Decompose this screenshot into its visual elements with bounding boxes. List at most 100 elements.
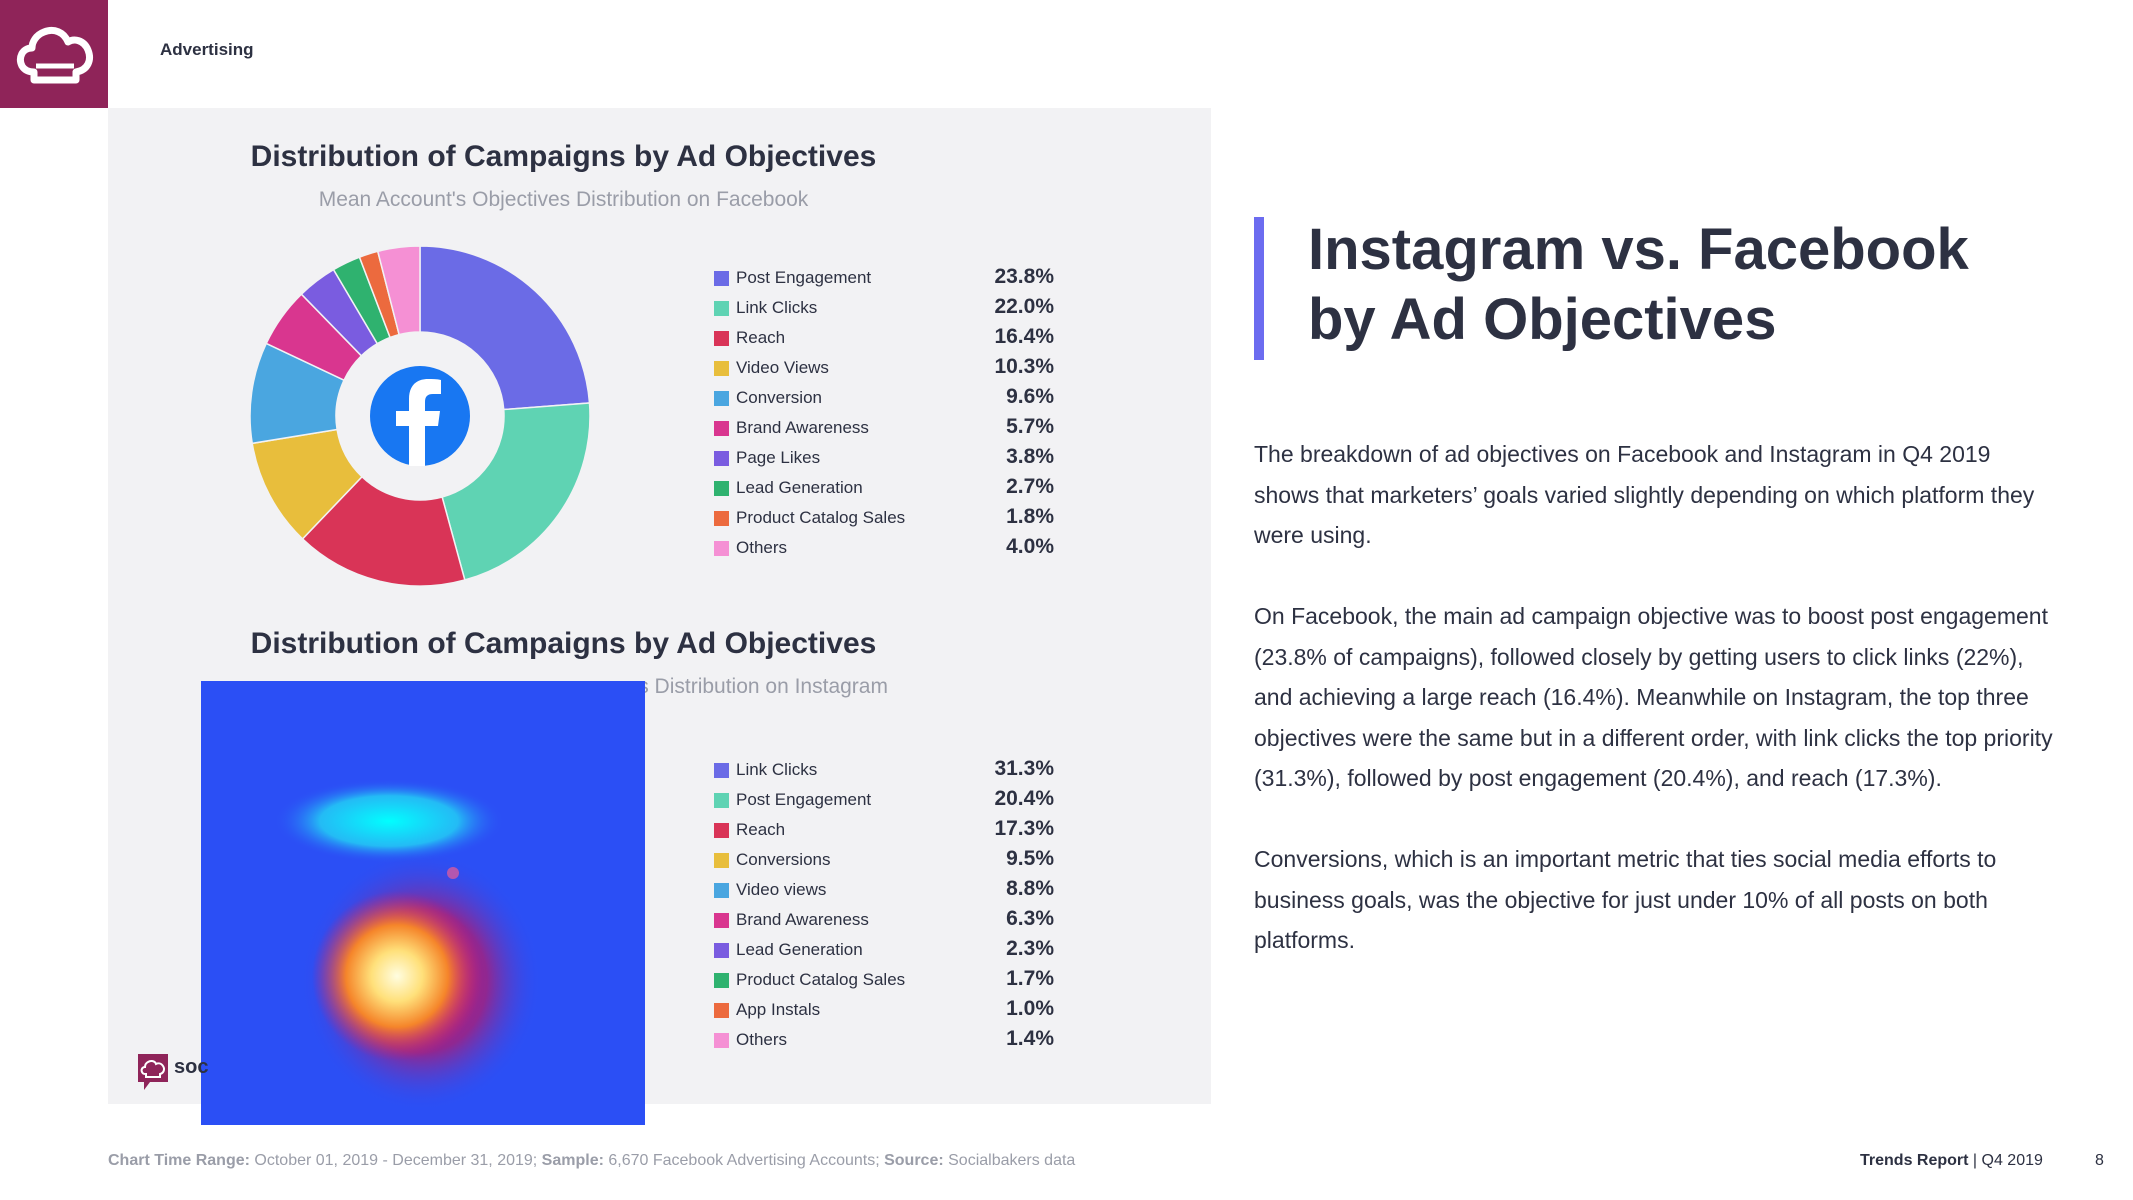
legend-swatch (714, 943, 729, 958)
source-value: Socialbakers data (943, 1152, 1076, 1169)
legend-value: 2.3% (1006, 937, 1054, 960)
legend-value: 10.3% (994, 355, 1054, 378)
article-paragraph: On Facebook, the main ad campaign object… (1254, 603, 2053, 791)
legend-entry: Page Likes 3.8% (714, 444, 1054, 474)
legend-swatch (714, 913, 729, 928)
legend-entry: Product Catalog Sales 1.8% (714, 504, 1054, 534)
legend-swatch (714, 883, 729, 898)
legend-value: 17.3% (994, 817, 1054, 840)
donut-slice (376, 245, 421, 336)
article-body: The breakdown of ad objectives on Facebo… (1254, 434, 2054, 1001)
legend-entry: App Instals 1.0% (714, 996, 1054, 1026)
legend-value: 9.5% (1006, 847, 1054, 870)
legend-label: Link Clicks (736, 298, 818, 317)
chef-hat-icon (16, 26, 93, 84)
page-number: 8 (2095, 1152, 2104, 1169)
legend-entry: Conversion 9.6% (714, 384, 1054, 414)
source-label: Source: (879, 1152, 944, 1169)
legend-swatch (714, 1033, 729, 1048)
article-headline: Instagram vs. Facebook by Ad Objectives (1308, 215, 2068, 355)
legend-value: 31.3% (994, 757, 1054, 780)
legend-label: Video Views (736, 358, 829, 377)
legend-value: 6.3% (1006, 907, 1054, 930)
facebook-donut-chart (249, 245, 591, 587)
legend-entry: Video views 8.8% (714, 876, 1054, 906)
legend-swatch (714, 1003, 729, 1018)
facebook-chart-title: Distribution of Campaigns by Ad Objectiv… (250, 140, 877, 173)
legend-entry: Post Engagement 20.4% (714, 786, 1054, 816)
legend-swatch (714, 541, 729, 556)
legend-value: 4.0% (1006, 535, 1054, 558)
article-paragraph: The breakdown of ad objectives on Facebo… (1254, 441, 2035, 548)
legend-swatch (714, 391, 729, 406)
legend-label: Product Catalog Sales (736, 970, 906, 989)
legend-swatch (714, 481, 729, 496)
legend-entry: Reach 17.3% (714, 816, 1054, 846)
range-label: Chart Time Range: (108, 1152, 250, 1169)
legend-value: 1.4% (1006, 1027, 1054, 1050)
legend-label: Others (736, 1030, 788, 1049)
legend-label: Conversions (736, 850, 831, 869)
legend-entry: Link Clicks 31.3% (714, 756, 1054, 786)
facebook-chart-subtitle: Mean Account's Objectives Distribution o… (318, 188, 809, 211)
donut-slice (441, 402, 591, 581)
headline-accent-bar (1254, 217, 1264, 360)
report-name: Trends Report | Q4 2019 (1860, 1152, 2043, 1170)
legend-label: Video views (736, 880, 827, 899)
legend-label: Page Likes (736, 448, 821, 467)
legend-entry: Product Catalog Sales 1.7% (714, 966, 1054, 996)
chart-source-note: Chart Time Range: October 01, 2019 - Dec… (108, 1152, 1075, 1170)
legend-swatch (714, 361, 729, 376)
sample-label: Sample: (537, 1152, 604, 1169)
legend-entry: Brand Awareness 6.3% (714, 906, 1054, 936)
legend-entry: Conversions 9.5% (714, 846, 1054, 876)
legend-label: Link Clicks (736, 760, 818, 779)
legend-entry: Video Views 10.3% (714, 354, 1054, 384)
legend-swatch (714, 271, 729, 286)
article-paragraph: Conversions, which is an important metri… (1254, 846, 1997, 953)
legend-label: Reach (736, 820, 786, 839)
legend-swatch (714, 451, 729, 466)
legend-swatch (714, 823, 729, 838)
legend-entry: Lead Generation 2.7% (714, 474, 1054, 504)
legend-value: 8.8% (1006, 877, 1054, 900)
legend-value: 3.8% (1006, 445, 1054, 468)
legend-label: Product Catalog Sales (736, 508, 906, 527)
legend-label: Post Engagement (736, 790, 872, 809)
legend-value: 23.8% (994, 265, 1054, 288)
legend-swatch (714, 973, 729, 988)
legend-value: 16.4% (994, 325, 1054, 348)
legend-value: 9.6% (1006, 385, 1054, 408)
legend-label: Lead Generation (736, 940, 863, 959)
legend-value: 20.4% (994, 787, 1054, 810)
section-label: Advertising (160, 40, 254, 59)
legend-entry: Post Engagement 23.8% (714, 264, 1054, 294)
legend-label: Others (736, 538, 788, 557)
legend-value: 2.7% (1006, 475, 1054, 498)
legend-value: 1.7% (1006, 967, 1054, 990)
legend-label: Brand Awareness (736, 910, 869, 929)
legend-label: Reach (736, 328, 786, 347)
legend-entry: Link Clicks 22.0% (714, 294, 1054, 324)
range-value: October 01, 2019 - December 31, 2019; (249, 1152, 538, 1169)
instagram-image-overlay (201, 681, 645, 1125)
facebook-legend: Post Engagement 23.8% Link Clicks 22.0% Reac… (714, 264, 1054, 564)
legend-swatch (714, 793, 729, 808)
legend-label: Post Engagement (736, 268, 872, 287)
instagram-legend: Link Clicks 31.3% Post Engagement 20.4% Reac… (714, 756, 1054, 1056)
brand-logo-block (0, 0, 108, 108)
legend-swatch (714, 301, 729, 316)
sample-value: 6,670 Facebook Advertising Accounts; (603, 1152, 880, 1169)
legend-label: Lead Generation (736, 478, 863, 497)
legend-label: Brand Awareness (736, 418, 869, 437)
legend-label: Conversion (736, 388, 822, 407)
socialbakers-logo-text: soc (174, 1056, 209, 1078)
legend-entry: Reach 16.4% (714, 324, 1054, 354)
legend-entry: Others 4.0% (714, 534, 1054, 564)
instagram-chart-title: Distribution of Campaigns by Ad Objectiv… (250, 627, 877, 660)
legend-swatch (714, 421, 729, 436)
socialbakers-logo-icon (138, 1054, 168, 1090)
legend-entry: Others 1.4% (714, 1026, 1054, 1056)
legend-value: 1.8% (1006, 505, 1054, 528)
instagram-chart-subtitle: ves Distribution on Instagram (616, 675, 888, 698)
